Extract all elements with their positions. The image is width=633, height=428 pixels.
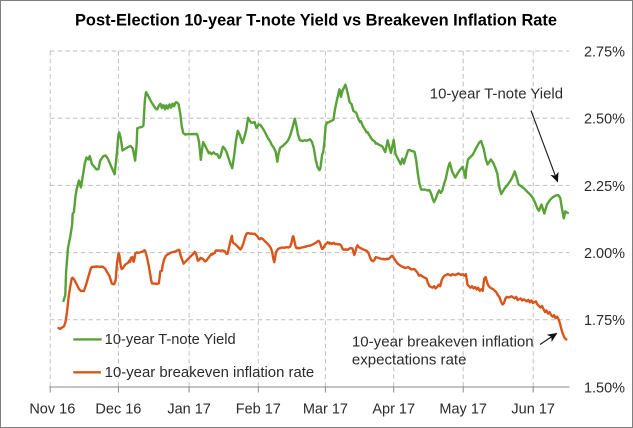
svg-text:2.00%: 2.00% (584, 245, 625, 262)
svg-text:2.50%: 2.50% (584, 111, 625, 128)
svg-text:10-year breakeven inflation ra: 10-year breakeven inflation rate (105, 365, 315, 381)
svg-text:10-year breakeven inflation: 10-year breakeven inflation (352, 334, 534, 350)
svg-text:Nov 16: Nov 16 (29, 402, 75, 418)
svg-text:Feb 17: Feb 17 (236, 402, 281, 418)
svg-text:Dec 16: Dec 16 (95, 402, 141, 418)
svg-text:Apr 17: Apr 17 (372, 402, 415, 418)
svg-text:Jun 17: Jun 17 (511, 402, 555, 418)
svg-text:May 17: May 17 (439, 402, 487, 418)
svg-text:10-year T-note Yield: 10-year T-note Yield (430, 86, 563, 102)
svg-text:1.75%: 1.75% (584, 312, 625, 329)
svg-text:Post-Election 10-year T-note Y: Post-Election 10-year T-note Yield vs Br… (75, 11, 557, 30)
svg-text:2.75%: 2.75% (584, 43, 625, 60)
svg-text:10-year T-note Yield: 10-year T-note Yield (105, 332, 236, 348)
svg-text:Mar 17: Mar 17 (303, 402, 348, 418)
svg-text:expectations rate: expectations rate (352, 352, 467, 368)
svg-text:2.25%: 2.25% (584, 178, 625, 195)
svg-text:1.50%: 1.50% (584, 379, 625, 396)
svg-text:Jan 17: Jan 17 (167, 402, 211, 418)
